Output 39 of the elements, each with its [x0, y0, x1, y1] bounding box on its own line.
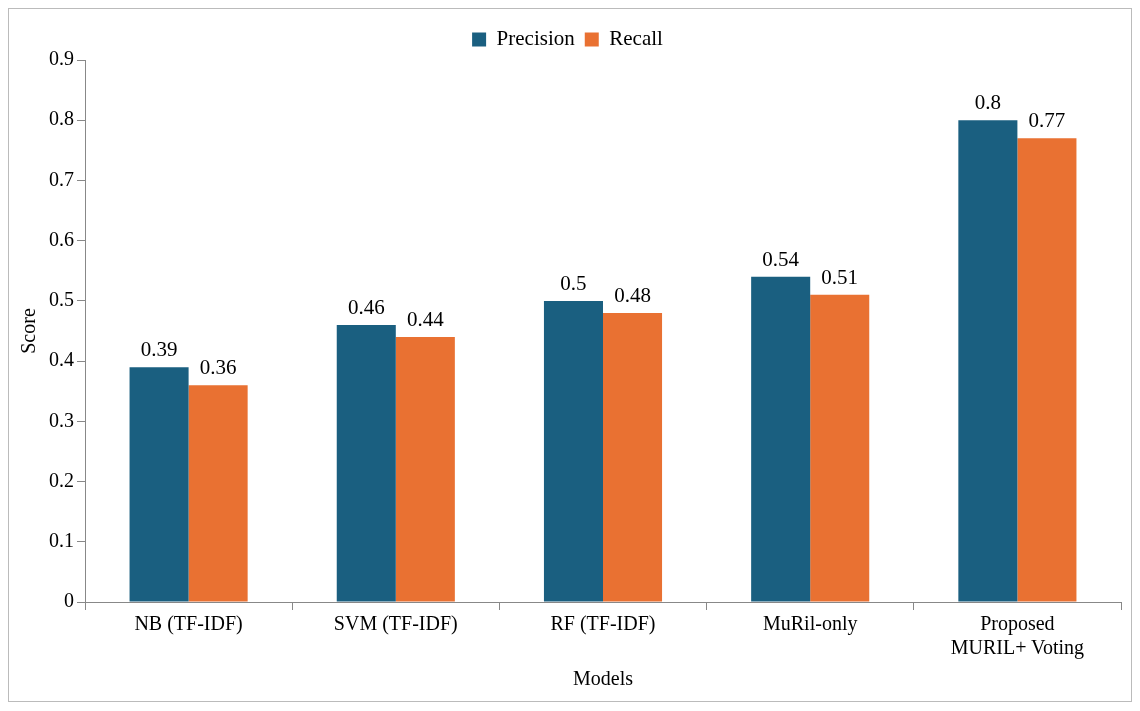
bar — [336, 324, 396, 602]
data-label: 0.8 — [974, 90, 1001, 115]
bar — [751, 276, 811, 602]
y-tick-label: 0 — [64, 589, 74, 612]
y-tick-label: 0.1 — [49, 529, 74, 552]
x-tick-label: Proposed MURIL+ Voting — [950, 612, 1085, 660]
y-tick-label: 0.4 — [49, 348, 74, 371]
x-tick-label: SVM (TF-IDF) — [333, 612, 458, 636]
x-tick-label: NB (TF-IDF) — [134, 612, 243, 636]
y-tick-label: 0.2 — [49, 468, 74, 491]
y-tick-label: 0.5 — [49, 288, 74, 311]
data-label: 0.39 — [140, 337, 178, 362]
bar — [810, 294, 870, 602]
y-tick-label: 0.9 — [49, 47, 74, 70]
bar — [958, 120, 1018, 602]
x-axis-title: Models — [573, 667, 634, 690]
data-label: 0.48 — [614, 282, 651, 307]
x-tick-label: RF (TF-IDF) — [550, 612, 656, 636]
bar — [603, 312, 663, 602]
data-label: 0.46 — [347, 294, 385, 319]
data-label: 0.51 — [821, 264, 859, 289]
bar — [395, 337, 455, 602]
data-label: 0.5 — [560, 270, 587, 295]
y-tick-label: 0.7 — [49, 167, 74, 190]
legend-label: Recall — [609, 26, 664, 51]
x-tick-label: MuRil-only — [762, 612, 858, 636]
legend-label: Precision — [496, 26, 576, 51]
data-label: 0.44 — [406, 307, 445, 332]
y-axis-title: Score — [17, 308, 40, 354]
bar — [129, 367, 189, 602]
bar — [188, 385, 248, 602]
bar — [543, 300, 603, 602]
y-tick-label: 0.6 — [49, 227, 74, 250]
data-label: 0.36 — [199, 355, 237, 380]
bar — [1017, 138, 1077, 602]
data-label: 0.54 — [762, 246, 800, 271]
data-label: 0.77 — [1028, 108, 1066, 133]
y-tick-label: 0.8 — [49, 107, 74, 130]
y-tick-label: 0.3 — [49, 408, 74, 431]
